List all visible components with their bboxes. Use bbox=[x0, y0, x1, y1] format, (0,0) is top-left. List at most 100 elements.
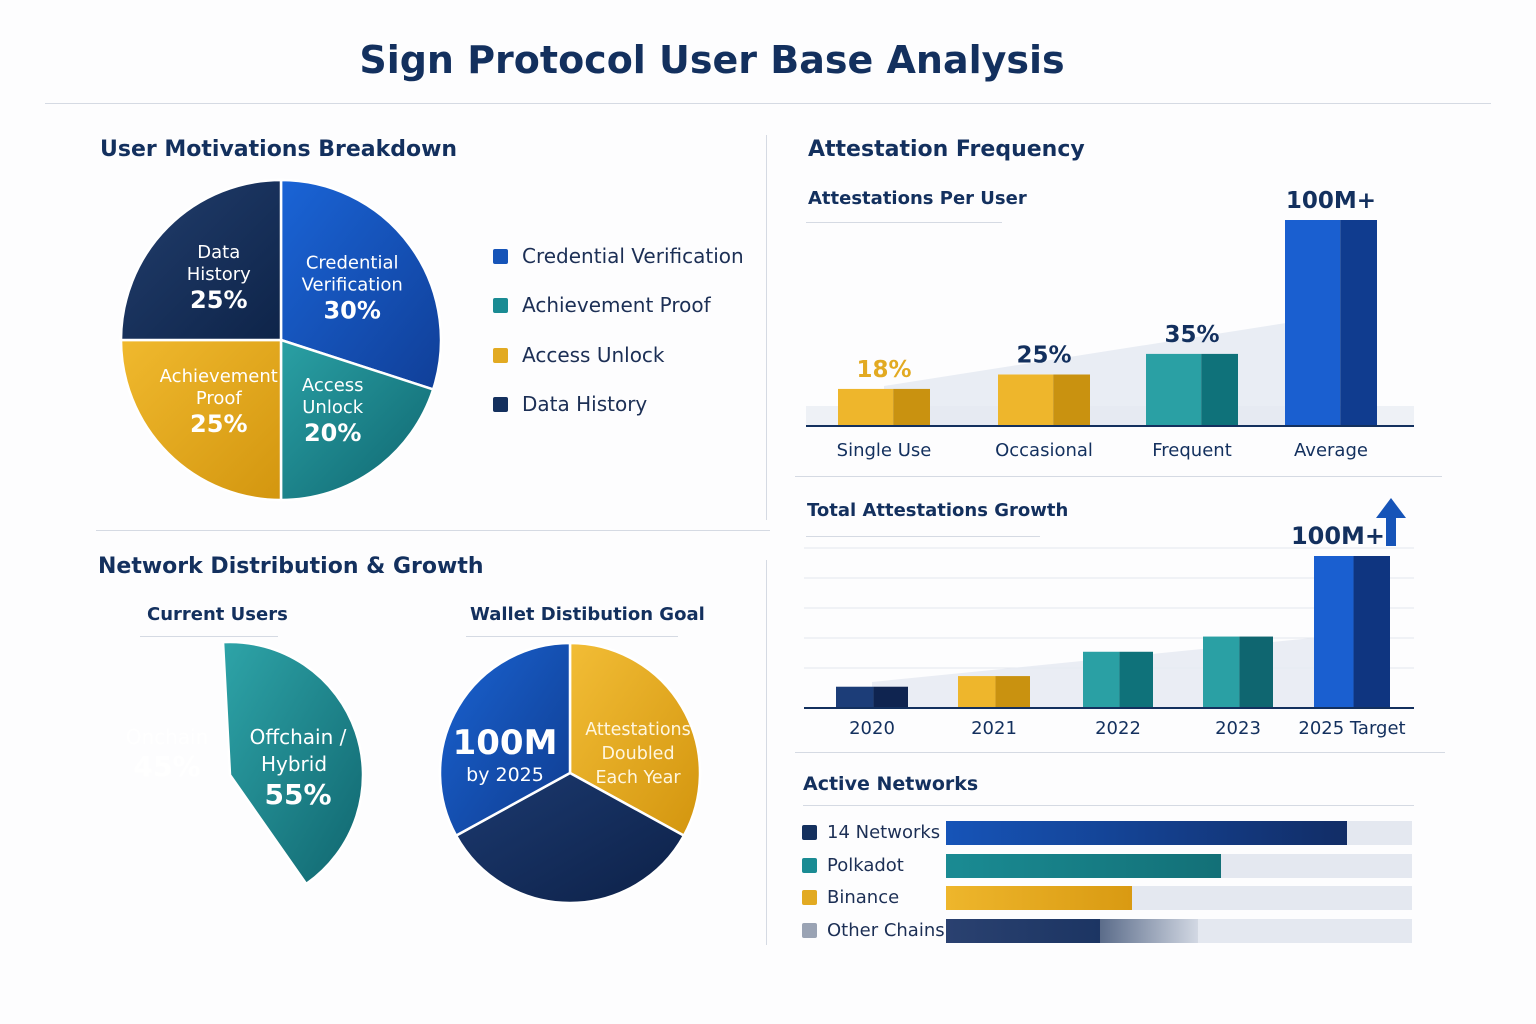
legend-label-achievement: Achievement Proof bbox=[522, 293, 711, 317]
network-label: Polkadot bbox=[827, 854, 904, 876]
bar-value-label: 100M+ bbox=[1286, 188, 1376, 214]
current-users-underline bbox=[140, 636, 278, 637]
svg-text:20%: 20% bbox=[304, 419, 361, 447]
bar-frequent bbox=[1146, 353, 1238, 426]
bar-2025-target bbox=[1314, 556, 1390, 708]
legend-item-data-history: Data History bbox=[493, 392, 647, 416]
svg-text:Verification: Verification bbox=[302, 274, 403, 295]
legend-item-credential: Credential Verification bbox=[493, 244, 744, 268]
growth-top-label: 100M+ bbox=[1291, 522, 1385, 550]
bar-category-label: Single Use bbox=[837, 440, 932, 461]
pie-slice-target bbox=[438, 641, 572, 838]
bar-2020 bbox=[836, 686, 908, 708]
pie-slice-credential bbox=[279, 178, 443, 392]
legend-item-achievement: Achievement Proof bbox=[493, 293, 711, 317]
network-bar-fill bbox=[946, 886, 1133, 910]
network-distribution-title: Network Distribution & Growth bbox=[98, 554, 484, 579]
page-title: Sign Protocol User Base Analysis bbox=[359, 38, 1065, 82]
svg-text:Achievement: Achievement bbox=[160, 366, 278, 387]
svg-text:25%: 25% bbox=[190, 410, 247, 438]
network-label: 14 Networks bbox=[827, 822, 941, 843]
network-swatch bbox=[802, 857, 817, 873]
bar-average bbox=[1285, 220, 1377, 426]
svg-text:45%: 45% bbox=[133, 750, 200, 783]
network-label: Other Chains bbox=[827, 919, 945, 941]
pie-slice-access bbox=[279, 338, 435, 502]
network-row: Other Chains bbox=[802, 920, 945, 941]
legend-swatch-credential bbox=[493, 248, 508, 264]
bar-value-label: 35% bbox=[1164, 322, 1219, 348]
pie-slice-offchain bbox=[221, 640, 365, 886]
up-arrow-icon bbox=[1376, 498, 1406, 546]
svg-text:Credential: Credential bbox=[306, 252, 399, 273]
bar-category-label: 2020 bbox=[849, 718, 895, 739]
pie-slice-doubled bbox=[568, 641, 702, 838]
svg-text:25%: 25% bbox=[190, 286, 247, 314]
growth-title: Total Attestations Growth bbox=[807, 500, 1069, 521]
vertical-divider-bottom bbox=[766, 560, 767, 945]
svg-text:Proof: Proof bbox=[196, 388, 243, 409]
bar-category-label: 2023 bbox=[1215, 718, 1261, 739]
legend-label-credential: Credential Verification bbox=[522, 244, 744, 268]
network-swatch bbox=[802, 825, 817, 840]
network-row: 14 Networks bbox=[802, 822, 940, 843]
wallet-goal-subtitle: Wallet Distibution Goal bbox=[470, 604, 705, 625]
pie-slice-achievement bbox=[119, 338, 283, 502]
bar-category-label: Occasional bbox=[995, 440, 1093, 461]
network-row: Binance bbox=[802, 887, 899, 908]
attestation-frequency-bar-chart: 18% Single Use 25% Occasional 35% Frequent 100… bbox=[806, 188, 1414, 461]
network-bar-fill bbox=[946, 918, 1100, 943]
left-section-divider bbox=[96, 530, 770, 531]
legend-label-access: Access Unlock bbox=[522, 343, 665, 367]
svg-text:Doubled: Doubled bbox=[601, 744, 674, 764]
title-divider bbox=[45, 103, 1491, 104]
network-swatch bbox=[802, 922, 817, 938]
pie-slice-data-history bbox=[119, 178, 283, 342]
legend-swatch-data-history bbox=[493, 396, 508, 412]
current-users-subtitle: Current Users bbox=[147, 604, 288, 625]
attestations-per-user-subtitle: Attestations Per User bbox=[808, 188, 1027, 209]
legend-swatch-access bbox=[493, 347, 508, 363]
wallet-goal-underline bbox=[466, 636, 678, 637]
legend-label-data-history: Data History bbox=[522, 392, 648, 416]
bar-single-use bbox=[838, 388, 930, 426]
svg-text:30%: 30% bbox=[323, 296, 380, 324]
trend-area bbox=[884, 316, 1331, 426]
network-bar-fill bbox=[946, 853, 1221, 878]
legend-item-access: Access Unlock bbox=[493, 343, 665, 367]
bar-category-label: 2021 bbox=[971, 718, 1017, 739]
svg-text:History: History bbox=[187, 264, 251, 285]
svg-text:Unlock: Unlock bbox=[302, 397, 363, 418]
network-bar-fill bbox=[946, 821, 1347, 845]
network-label: Binance bbox=[827, 887, 900, 908]
bar-category-label: Frequent bbox=[1152, 440, 1232, 461]
active-networks-title: Active Networks bbox=[803, 773, 979, 795]
bar-category-label: 2022 bbox=[1095, 718, 1141, 739]
growth-divider bbox=[795, 752, 1445, 753]
bar-value-label: 25% bbox=[1016, 343, 1071, 369]
network-bar-fill-secondary bbox=[1099, 918, 1198, 943]
frequency-divider bbox=[795, 476, 1442, 477]
svg-text:by 2025: by 2025 bbox=[466, 764, 544, 786]
bar-category-label: Average bbox=[1294, 440, 1368, 461]
svg-text:100M: 100M bbox=[453, 723, 558, 763]
network-swatch bbox=[802, 890, 817, 905]
svg-text:Attestations: Attestations bbox=[585, 720, 691, 740]
svg-text:Hybrid: Hybrid bbox=[261, 752, 327, 776]
subtitle-underline bbox=[806, 222, 1002, 223]
svg-text:Onchain: Onchain bbox=[126, 725, 209, 749]
attestations-growth-bar-chart: 2020 2021 2022 2023 2025 Target 100M+ bbox=[804, 498, 1414, 739]
bar-occasional bbox=[998, 374, 1090, 426]
network-row: Polkadot bbox=[802, 855, 904, 876]
svg-text:Each Year: Each Year bbox=[595, 768, 681, 788]
